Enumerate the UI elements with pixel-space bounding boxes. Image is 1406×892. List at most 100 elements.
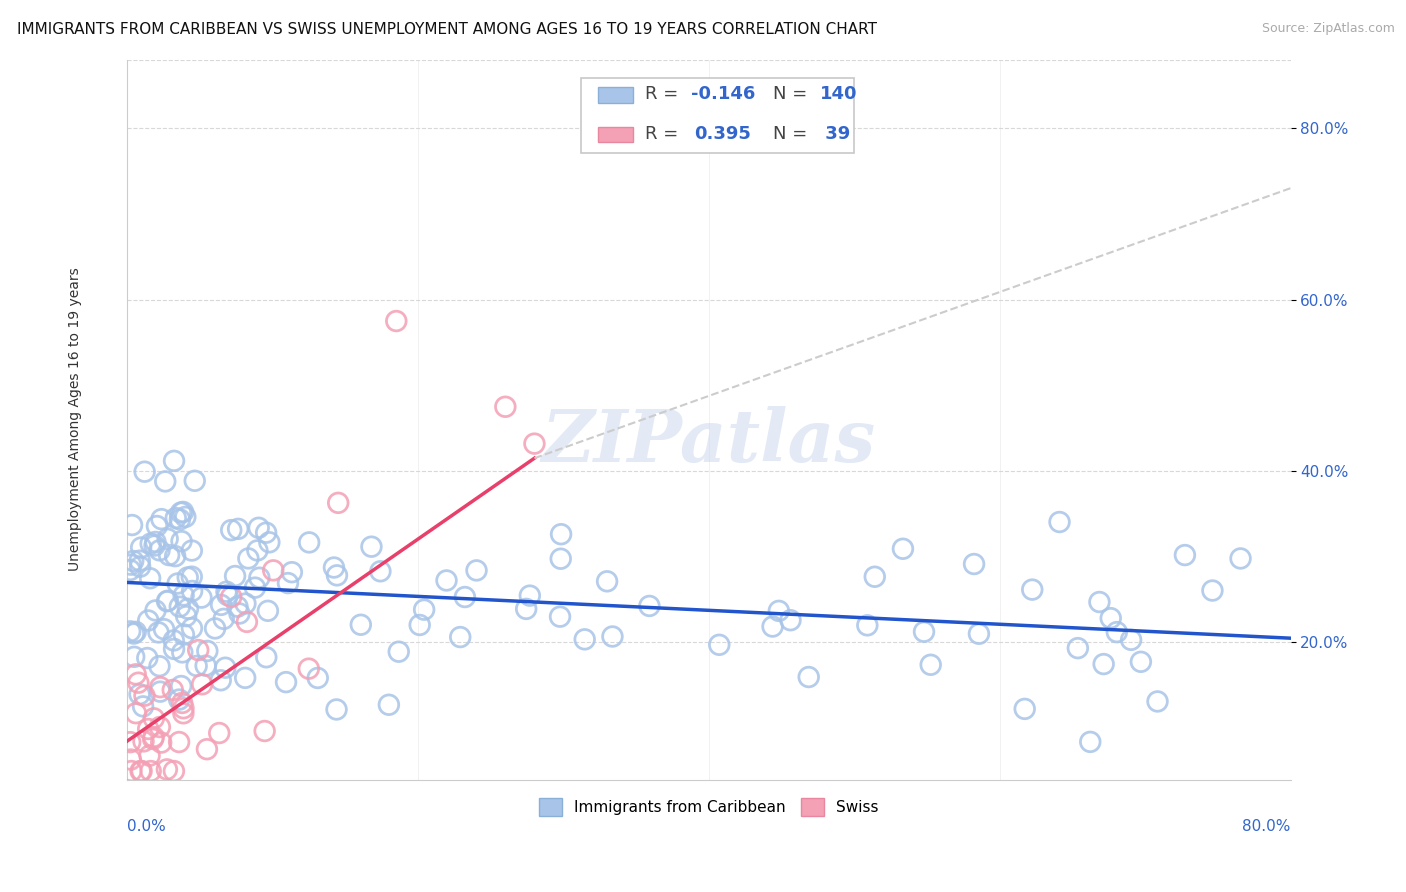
Point [515,602,537,616]
Point [212,612,235,626]
Point [170,679,193,693]
Point [122,649,145,664]
Point [243,581,266,595]
Point [219,523,242,537]
Point [146,519,169,533]
Point [307,671,329,685]
Point [323,560,346,574]
Point [187,643,209,657]
Point [172,505,194,519]
Point [1099,611,1122,625]
Point [163,642,186,657]
Point [163,633,186,648]
Point [519,589,541,603]
Text: -0.146: -0.146 [692,85,756,103]
Point [139,764,162,778]
Point [148,543,170,558]
Point [215,584,238,599]
Point [172,696,194,710]
Point [120,764,142,778]
Point [139,536,162,550]
Point [143,539,166,553]
Point [370,564,392,578]
Text: 39: 39 [820,125,851,143]
Point [166,576,188,591]
Point [129,541,152,555]
Point [177,601,200,615]
Point [128,687,150,701]
Point [129,559,152,574]
Point [195,742,218,756]
Point [142,731,165,746]
Point [298,535,321,549]
Point [122,554,145,568]
Point [136,722,159,736]
Text: 80.0%: 80.0% [1243,819,1291,834]
Point [1105,625,1128,640]
Point [217,588,239,602]
Point [149,720,172,734]
Point [145,535,167,549]
Point [165,511,187,525]
Point [328,496,350,510]
Point [132,699,155,714]
Point [638,599,661,613]
Point [967,626,990,640]
Text: IMMIGRANTS FROM CARIBBEAN VS SWISS UNEMPLOYMENT AMONG AGES 16 TO 19 YEARS CORREL: IMMIGRANTS FROM CARIBBEAN VS SWISS UNEMP… [17,22,877,37]
Point [149,684,172,698]
Point [167,692,190,706]
Point [219,590,242,604]
Point [173,589,195,603]
Point [277,576,299,591]
Point [1129,655,1152,669]
Point [174,510,197,524]
Text: R =: R = [645,125,683,143]
Point [134,689,156,703]
Point [148,625,170,640]
Point [122,626,145,640]
Point [181,621,204,635]
Point [180,570,202,584]
Text: R =: R = [645,85,683,103]
Point [156,532,179,546]
Point [413,602,436,616]
Point [247,521,270,535]
Point [1146,694,1168,708]
Point [863,570,886,584]
Point [194,658,217,673]
Point [378,698,401,712]
Point [177,570,200,584]
Point [165,549,187,563]
Point [172,645,194,659]
Point [191,677,214,691]
Point [1229,551,1251,566]
Point [149,680,172,694]
Point [596,574,619,589]
Point [172,706,194,721]
Point [150,735,173,749]
Point [132,734,155,748]
Point [1067,641,1090,656]
Point [155,475,177,489]
Point [134,465,156,479]
Point [209,598,232,612]
Point [253,724,276,739]
Bar [599,127,633,143]
Point [125,624,148,639]
Point [162,683,184,698]
Point [274,675,297,690]
Point [138,748,160,763]
Point [326,568,349,582]
Text: Unemployment Among Ages 16 to 19 years: Unemployment Among Ages 16 to 19 years [67,268,82,572]
Point [233,671,256,685]
Point [1174,548,1197,562]
Point [209,673,232,688]
Point [360,540,382,554]
Point [190,591,212,605]
Point [768,604,790,618]
Point [254,650,277,665]
Point [142,730,165,744]
Point [247,571,270,585]
Point [214,661,236,675]
Point [1119,632,1142,647]
